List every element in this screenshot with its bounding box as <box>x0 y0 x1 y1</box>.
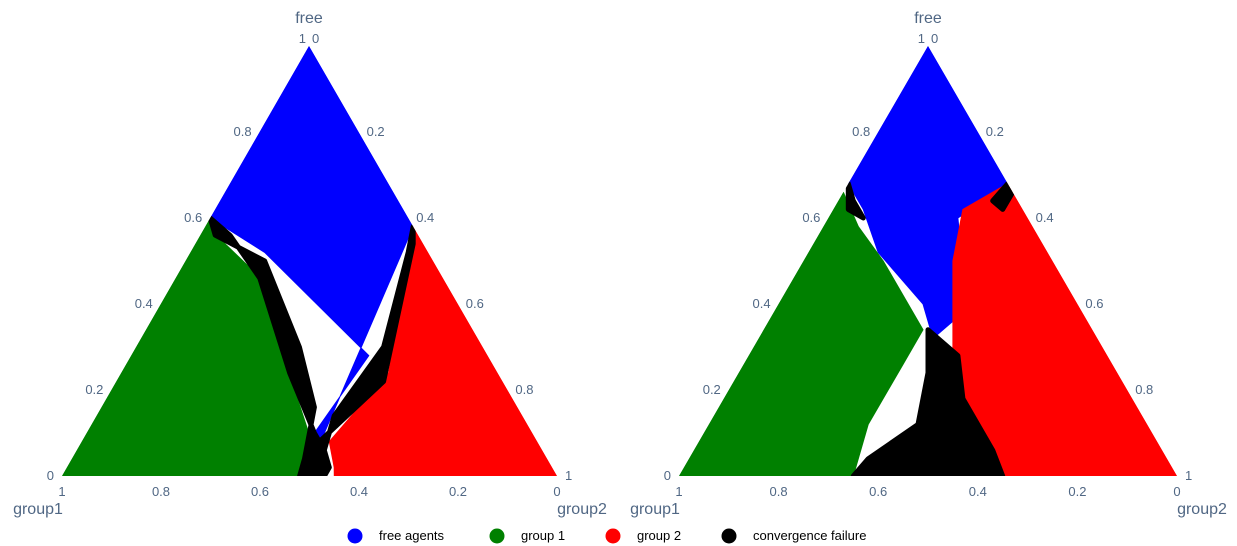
a-tick-label: 0.8 <box>234 124 252 139</box>
region-group1-1 <box>62 217 315 476</box>
b-tick-label: 0 <box>553 484 560 499</box>
c-tick-label: 0.8 <box>1135 382 1153 397</box>
legend-label: free agents <box>379 528 445 543</box>
c-tick-label: 0 <box>931 31 938 46</box>
a-tick-label: 0.8 <box>852 124 870 139</box>
legend-label: group 1 <box>521 528 565 543</box>
a-tick-label: 0.4 <box>753 296 771 311</box>
c-tick-label: 0.6 <box>1085 296 1103 311</box>
b-tick-label: 1 <box>58 484 65 499</box>
legend-label: convergence failure <box>753 528 866 543</box>
axis-title-group2: group2 <box>557 501 607 518</box>
legend-marker <box>489 528 505 544</box>
b-tick-label: 0.8 <box>770 484 788 499</box>
tick-labels: 0 0 0 0.2 0.2 0.2 0.4 0.4 0.4 0.6 0.6 0.6 0.8 0.8 0.8 1… <box>664 31 1192 499</box>
legend-marker <box>605 528 621 544</box>
region-layer <box>679 46 1177 476</box>
ternary-plot-2: 0 0 0 0.2 0.2 0.2 0.4 0.4 0.4 0.6 0.6 0.6 0.8 0.8 0.8 1… <box>630 10 1227 518</box>
region-group2-2 <box>952 183 1177 476</box>
region-failure-3 <box>207 215 416 476</box>
c-tick-label: 0.2 <box>986 124 1004 139</box>
b-tick-label: 0.2 <box>1068 484 1086 499</box>
legend-item-free: free agents <box>347 528 445 544</box>
a-tick-label: 0 <box>664 468 671 483</box>
axis-title-group2: group2 <box>1177 501 1227 518</box>
region-group1-1 <box>679 191 924 476</box>
b-tick-label: 0.8 <box>152 484 170 499</box>
b-tick-label: 0.4 <box>350 484 368 499</box>
region-failure-4 <box>845 181 866 221</box>
b-tick-label: 0.6 <box>869 484 887 499</box>
c-tick-label: 0.8 <box>515 382 533 397</box>
b-tick-label: 0.2 <box>449 484 467 499</box>
region-group2-2 <box>328 226 557 476</box>
a-tick-label: 0 <box>47 468 54 483</box>
b-tick-label: 0.4 <box>969 484 987 499</box>
a-tick-label: 1 <box>918 31 925 46</box>
region-failure-3 <box>850 327 1006 476</box>
a-tick-label: 0.6 <box>802 210 820 225</box>
c-tick-label: 0.4 <box>416 210 434 225</box>
a-tick-label: 1 <box>299 31 306 46</box>
legend-marker <box>347 528 363 544</box>
axis-title-free: free <box>295 10 323 27</box>
axis-title-group1: group1 <box>13 501 63 518</box>
c-tick-label: 1 <box>1185 468 1192 483</box>
legend: free agents group 1 group 2 convergence fai… <box>347 528 866 544</box>
b-tick-label: 0 <box>1173 484 1180 499</box>
axis-title-free: free <box>914 10 942 27</box>
b-tick-label: 0.6 <box>251 484 269 499</box>
a-tick-label: 0.6 <box>184 210 202 225</box>
c-tick-label: 0.6 <box>466 296 484 311</box>
c-tick-label: 0 <box>312 31 319 46</box>
b-tick-label: 1 <box>675 484 682 499</box>
ternary-plot-1: 0 0 0 0.2 0.2 0.2 0.4 0.4 0.4 0.6 0.6 0.6 0.8 0.8 0.8 1… <box>13 10 607 518</box>
legend-item-group1: group 1 <box>489 528 565 544</box>
legend-label: group 2 <box>637 528 681 543</box>
c-tick-label: 0.2 <box>367 124 385 139</box>
legend-marker <box>721 528 737 544</box>
c-tick-label: 0.4 <box>1036 210 1054 225</box>
region-layer <box>62 46 557 476</box>
tick-labels: 0 0 0 0.2 0.2 0.2 0.4 0.4 0.4 0.6 0.6 0.6 0.8 0.8 0.8 1… <box>47 31 572 499</box>
a-tick-label: 0.4 <box>135 296 153 311</box>
legend-item-failure: convergence failure <box>721 528 866 544</box>
c-tick-label: 1 <box>565 468 572 483</box>
legend-item-group2: group 2 <box>605 528 681 544</box>
a-tick-label: 0.2 <box>703 382 721 397</box>
a-tick-label: 0.2 <box>85 382 103 397</box>
axis-title-group1: group1 <box>630 501 680 518</box>
